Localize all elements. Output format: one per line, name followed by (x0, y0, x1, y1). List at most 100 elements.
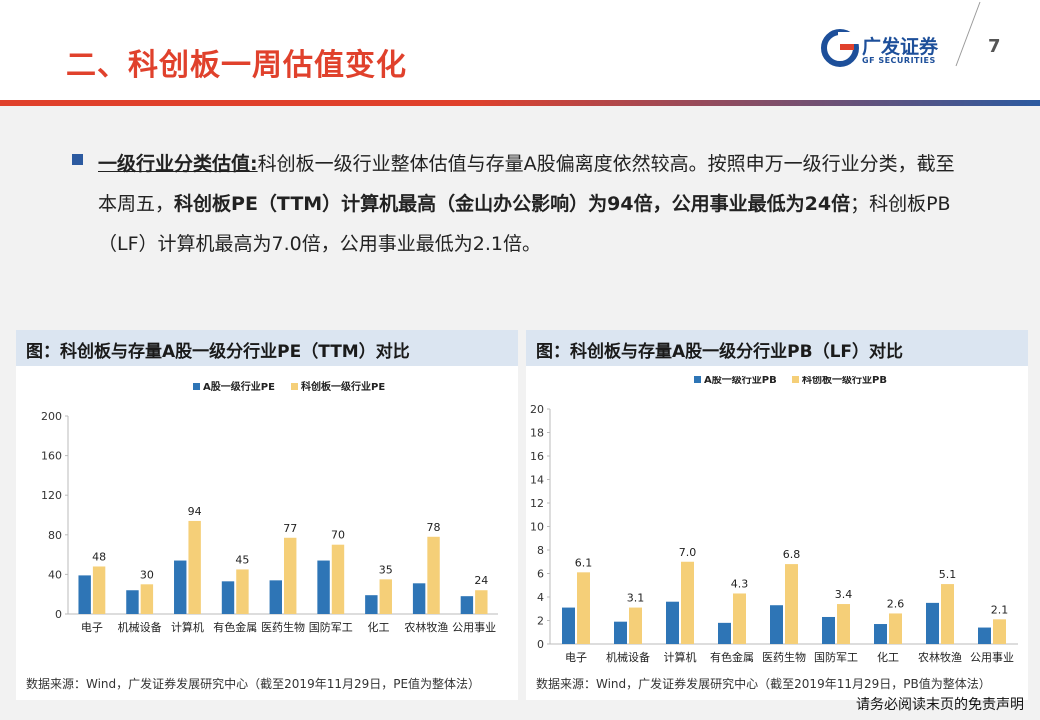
pb-bar-a-7 (926, 602, 939, 644)
pb-chart-source: 数据来源：Wind，广发证券发展研究中心（截至2019年11月29日，PB值为整… (536, 677, 991, 691)
pb-data-label-7: 5.1 (939, 568, 957, 581)
pe-category-label-5: 国防军工 (309, 620, 353, 634)
pe-bar-b-4 (284, 537, 297, 614)
pe-bar-b-3 (236, 569, 249, 614)
pe-data-label-8: 24 (474, 574, 488, 587)
pe-bar-b-7 (427, 536, 440, 614)
pe-legend-swatch-1 (291, 383, 298, 390)
pe-data-label-6: 35 (379, 563, 393, 576)
pe-data-label-4: 77 (283, 522, 297, 535)
pb-category-label-6: 化工 (877, 650, 899, 664)
pb-y-tick-label-1: 2 (537, 615, 544, 628)
company-logo: 广发证券 GF SECURITIES (820, 28, 950, 70)
pe-chart-title: 图：科创板与存量A股一级分行业PE（TTM）对比 (16, 330, 518, 366)
pb-data-label-5: 3.4 (835, 588, 853, 601)
pe-category-label-3: 有色金属 (213, 620, 257, 634)
pb-bar-a-3 (718, 622, 731, 644)
pb-bar-b-2 (681, 561, 694, 644)
pb-y-tick-label-10: 20 (530, 403, 544, 416)
pb-category-label-0: 电子 (565, 651, 587, 664)
pb-bar-a-5 (822, 616, 835, 644)
pb-legend-swatch-1 (792, 376, 799, 383)
pe-legend-label-0: A股一级行业PE (203, 380, 275, 393)
pb-y-tick-label-4: 8 (537, 544, 544, 557)
pb-bar-b-8 (993, 619, 1006, 644)
logo-text-cn: 广发证券 (862, 36, 939, 58)
pe-legend-label-1: 科创板一级行业PE (301, 380, 385, 393)
pe-y-tick-label-0: 0 (55, 608, 62, 621)
pe-y-tick-label-2: 80 (48, 529, 62, 542)
summary-text-1: 科创板一级行业整体估值与存量A股偏离度依然较高。按照申万一级行业分类，截至本周五… (98, 153, 955, 215)
pb-bar-b-6 (889, 613, 902, 644)
pb-bar-b-4 (785, 564, 798, 644)
pe-data-label-3: 45 (235, 553, 249, 566)
pe-data-label-0: 48 (92, 550, 106, 563)
summary-text-2: ；科创板PB（LF）计算机最高为7.0倍，公用事业最低为2.1倍。 (98, 193, 951, 255)
pe-chart: A股一级行业PE 科创板一级行业PE 0 40 80 120 160 200 48 电子 30 机械设… (41, 380, 498, 634)
pb-category-label-3: 有色金属 (710, 650, 754, 664)
pb-y-tick-label-5: 10 (530, 521, 544, 534)
pb-legend-label-1: 科创板一级行业PB (802, 376, 887, 386)
pb-chart-panel: 图：科创板与存量A股一级分行业PB（LF）对比 A股一级行业PB 科创板一级行业P… (526, 330, 1028, 700)
page-title: 二、科创板一周估值变化 (66, 48, 407, 83)
page-number: 7 (988, 36, 1001, 57)
pe-data-label-2: 94 (188, 505, 202, 518)
pb-y-tick-label-9: 18 (530, 427, 544, 440)
summary-paragraph: 一级行业分类估值:科创板一级行业整体估值与存量A股偏离度依然较高。按照申万一级行… (98, 144, 958, 264)
pb-data-label-6: 2.6 (887, 597, 905, 610)
pe-chart-source: 数据来源：Wind，广发证券发展研究中心（截至2019年11月29日，PE值为整… (26, 677, 481, 691)
pb-bar-a-1 (614, 621, 627, 644)
pb-y-tick-label-0: 0 (537, 638, 544, 651)
pe-y-tick-label-4: 160 (41, 450, 62, 463)
pb-category-label-2: 计算机 (664, 650, 697, 664)
pe-category-label-4: 医药生物 (261, 620, 305, 634)
bullet-square-icon (72, 154, 83, 165)
pe-bar-a-3 (221, 581, 235, 614)
summary-bold: 科创板PE（TTM）计算机最高（金山办公影响）为94倍，公用事业最低为24倍 (174, 193, 851, 215)
header-rule (0, 100, 1040, 106)
logo-text-en: GF SECURITIES (862, 56, 936, 65)
pb-y-tick-label-7: 14 (530, 474, 544, 487)
pe-bar-b-1 (140, 584, 154, 614)
pe-bar-a-2 (174, 560, 187, 614)
pe-bar-a-5 (317, 560, 330, 614)
pe-data-label-1: 30 (140, 568, 154, 581)
pb-data-label-0: 6.1 (575, 556, 593, 569)
pb-y-tick-label-8: 16 (530, 450, 544, 463)
pb-data-label-8: 2.1 (991, 603, 1009, 616)
pb-legend-label-0: A股一级行业PB (704, 376, 777, 386)
pb-bar-b-1 (629, 607, 642, 644)
pe-bar-a-1 (126, 590, 139, 614)
pe-bar-a-6 (365, 595, 378, 614)
pb-y-tick-label-2: 4 (537, 591, 544, 604)
pb-data-label-2: 7.0 (679, 546, 697, 559)
pe-bar-a-7 (412, 583, 426, 614)
pe-data-label-5: 70 (331, 529, 345, 542)
summary-heading: 一级行业分类估值: (98, 153, 258, 175)
pe-bar-a-8 (460, 596, 474, 614)
pb-bar-a-8 (978, 627, 991, 644)
gf-logo-icon (821, 29, 860, 67)
pe-bar-b-6 (379, 579, 392, 614)
pb-y-tick-label-3: 6 (537, 568, 544, 581)
pb-bar-a-2 (666, 601, 679, 644)
pb-bar-b-5 (837, 604, 850, 644)
pe-bar-a-0 (78, 575, 91, 614)
pe-bar-b-0 (92, 566, 106, 614)
pb-bar-b-7 (941, 584, 954, 644)
pb-bar-a-0 (562, 607, 575, 644)
pb-legend-swatch-0 (694, 376, 701, 383)
pb-y-tick-label-6: 12 (530, 497, 544, 510)
pb-bar-b-3 (733, 593, 746, 644)
pe-category-label-1: 机械设备 (118, 620, 162, 634)
pb-category-label-4: 医药生物 (762, 650, 806, 664)
pb-bar-a-6 (874, 624, 887, 644)
pe-bar-b-5 (331, 544, 345, 614)
pe-y-tick-label-3: 120 (41, 489, 62, 502)
pb-chart: A股一级行业PB 科创板一级行业PB 0 2 4 6 8 10 12 14 16 18 20 6.1 电子 3… (530, 376, 1018, 664)
pe-bar-b-8 (475, 590, 488, 614)
pb-data-label-1: 3.1 (627, 592, 645, 605)
footer-disclaimer: 请务必阅读末页的免责声明 (856, 697, 1024, 713)
pb-bar-b-0 (577, 572, 590, 644)
pb-category-label-5: 国防军工 (814, 650, 858, 664)
